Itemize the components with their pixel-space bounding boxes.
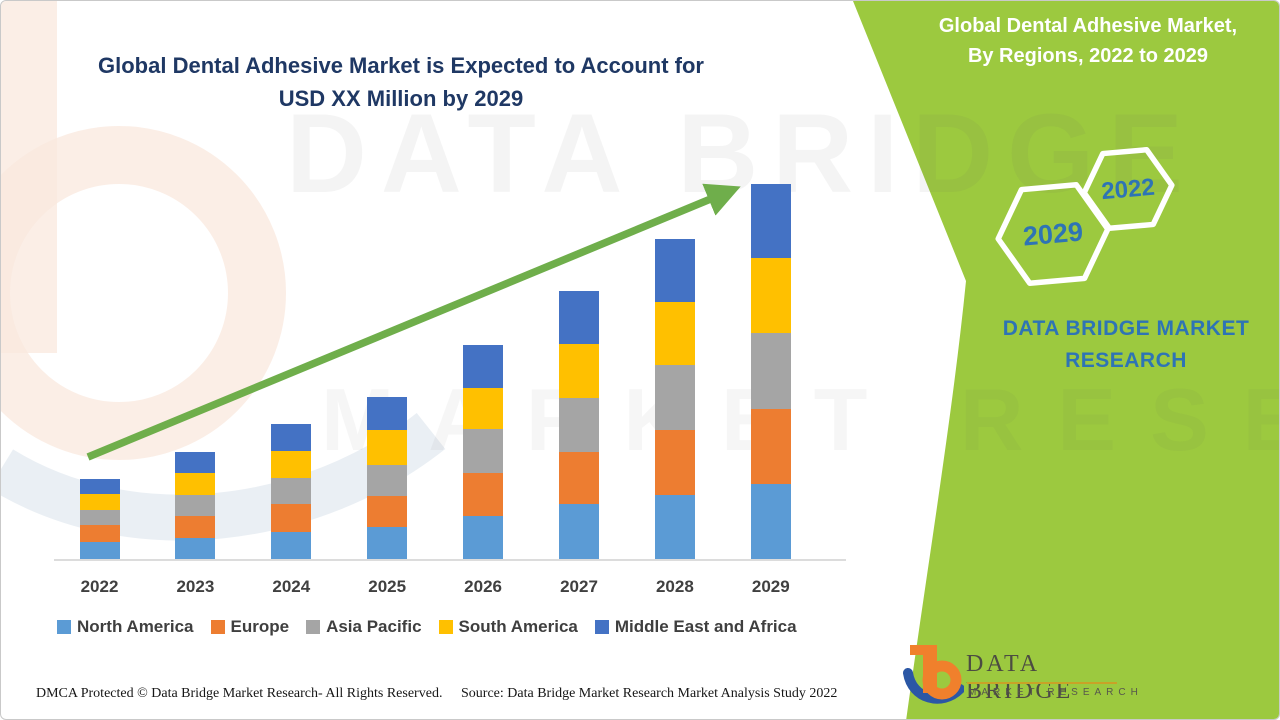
hexagon-2029-outline xyxy=(995,182,1111,286)
legend-label: South America xyxy=(458,617,578,636)
panel-heading-line1: Global Dental Adhesive Market, xyxy=(938,15,1238,37)
panel-brand-text: DATA BRIDGE MARKET RESEARCH xyxy=(985,313,1267,376)
chart-title-line1: Global Dental Adhesive Market is Expecte… xyxy=(98,53,704,78)
source-note: Source: Data Bridge Market Research Mark… xyxy=(461,686,838,701)
legend-item-middle-east-and-africa: Middle East and Africa xyxy=(594,617,797,637)
logo-b-icon xyxy=(903,645,964,704)
green-panel-shape xyxy=(853,1,1279,719)
legend-label: North America xyxy=(77,617,194,636)
legend-swatch-icon xyxy=(306,620,321,634)
legend-label: Middle East and Africa xyxy=(614,617,797,636)
chart-title-line2: USD XX Million by 2029 xyxy=(278,86,524,111)
legend-item-europe: Europe xyxy=(210,617,290,637)
legend-label: Europe xyxy=(230,617,290,636)
x-axis-line xyxy=(54,559,846,561)
chart-title: Global Dental Adhesive Market is Expecte… xyxy=(76,49,726,115)
legend-item-south-america: South America xyxy=(438,617,578,637)
hexagon-2029-label: 2029 xyxy=(1022,216,1084,251)
logo-b-bowl xyxy=(922,660,962,700)
hexagon-2029-badge: 2029 xyxy=(995,182,1111,286)
dmca-notice: DMCA Protected © Data Bridge Market Rese… xyxy=(36,686,443,701)
panel-brand-line1: DATA BRIDGE MARKET xyxy=(1002,317,1250,340)
databridge-logo: DATA BRIDGE MARKET RESEARCH xyxy=(894,637,1154,717)
logo-underline xyxy=(967,682,1117,684)
logo-subtitle-text: MARKET RESEARCH xyxy=(968,687,1143,698)
legend-label: Asia Pacific xyxy=(326,617,422,636)
hexagon-badges: 2029 2022 xyxy=(995,146,1175,286)
hexagon-2022-label: 2022 xyxy=(1100,174,1156,206)
legend-swatch-icon xyxy=(210,620,225,634)
panel-brand-line2: RESEARCH xyxy=(1065,348,1187,372)
legend-swatch-icon xyxy=(594,620,609,634)
panel-heading-line2: By Regions, 2022 to 2029 xyxy=(967,45,1209,67)
legend-swatch-icon xyxy=(57,620,71,634)
hexagon-2022-outline xyxy=(1081,146,1175,232)
panel-heading: Global Dental Adhesive Market, By Region… xyxy=(897,11,1279,71)
legend-item-north-america: North America xyxy=(57,617,194,637)
legend-item-asia-pacific: Asia Pacific xyxy=(306,617,422,637)
legend-swatch-icon xyxy=(438,620,453,634)
chart-legend: North America Europe Asia Pacific South Ame… xyxy=(57,617,797,637)
hexagon-2022-badge: 2022 xyxy=(1081,146,1175,232)
